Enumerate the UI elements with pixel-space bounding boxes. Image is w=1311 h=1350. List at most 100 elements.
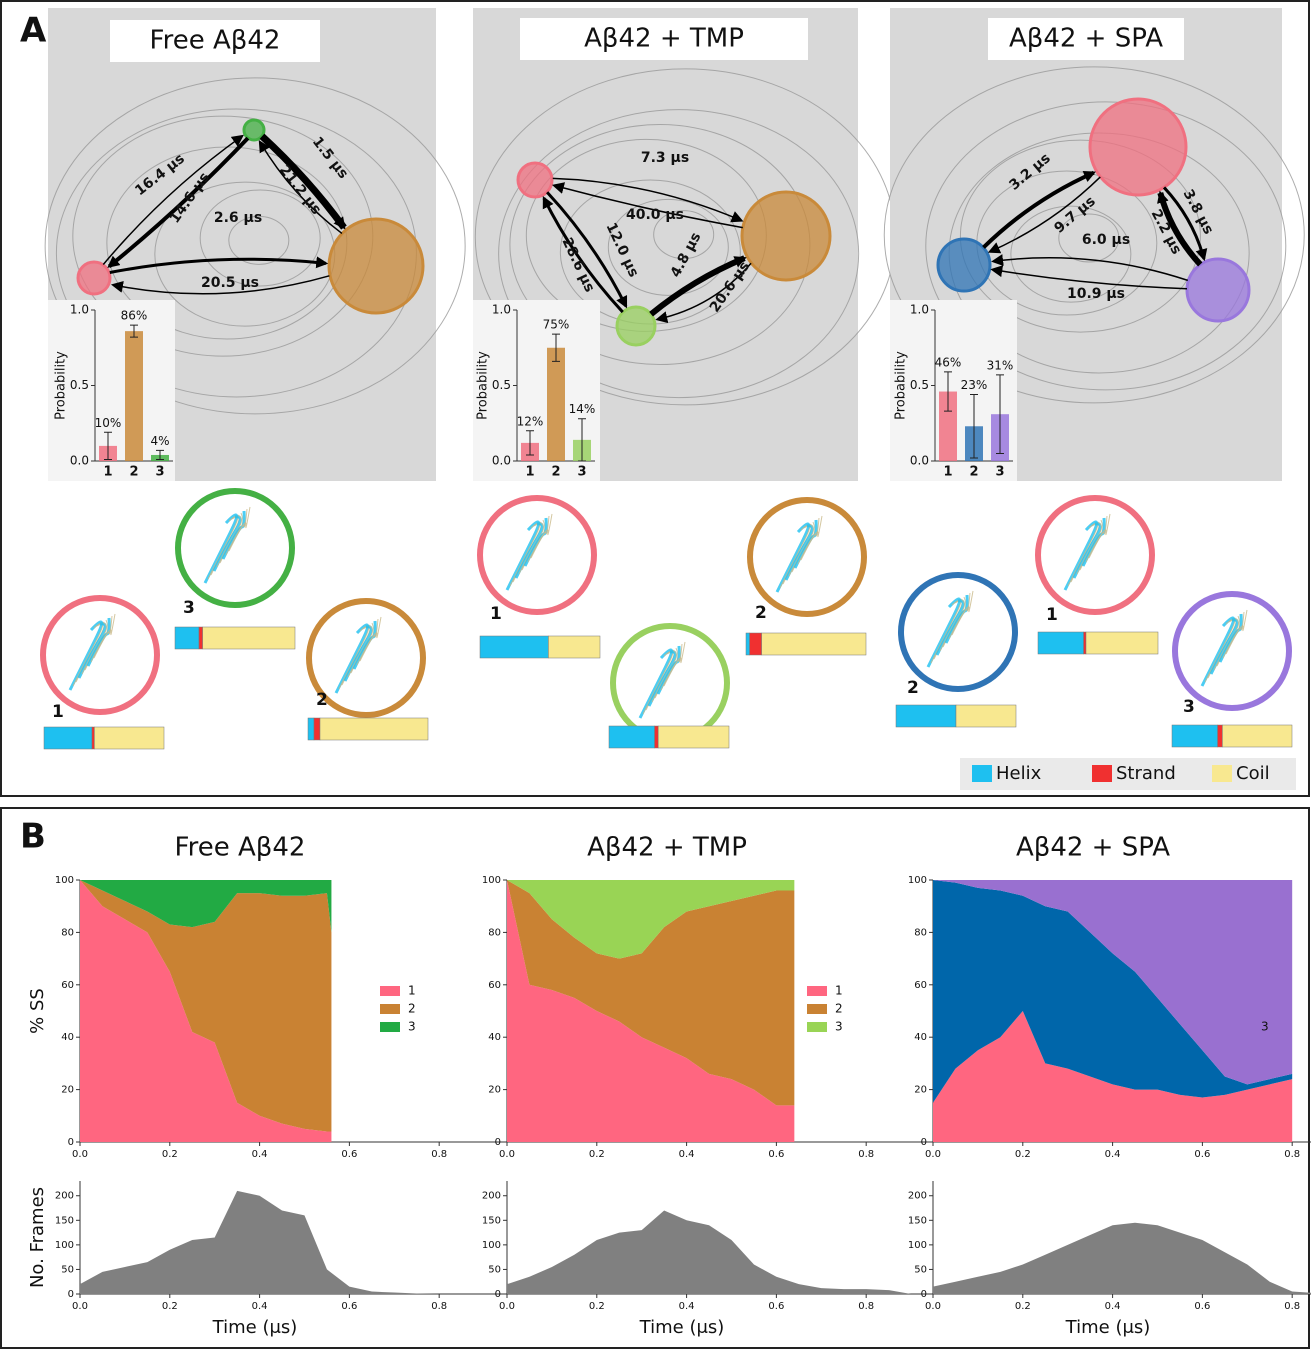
- ss-segment: [43, 726, 93, 750]
- state-node: [936, 237, 992, 293]
- title-bg: [520, 18, 808, 60]
- structure-ensemble: [514, 522, 544, 579]
- column-title: Aβ42 + TMP: [584, 24, 744, 54]
- legend-swatch: [380, 1004, 400, 1014]
- y-tick-label: 0: [921, 1137, 927, 1148]
- legend-label: Strand: [1116, 763, 1176, 784]
- y-tick-label: 0.5: [910, 378, 929, 392]
- structure-ensemble: [1222, 611, 1245, 659]
- x-tick-label: 0.2: [162, 1301, 178, 1312]
- stacked-area: [933, 880, 1293, 1103]
- transition-arrow: [542, 196, 624, 314]
- ss-segment: [319, 717, 429, 741]
- y-axis-label: No. Frames: [27, 1187, 48, 1288]
- legend-label: 2: [408, 1002, 416, 1016]
- structure-ensemble: [1076, 521, 1102, 575]
- x-tick-label: 0.2: [1015, 1149, 1031, 1160]
- error-bar: [552, 333, 560, 362]
- structure-ensemble: [1088, 513, 1111, 559]
- y-tick-label: 20: [488, 1085, 501, 1096]
- value-label: 4%: [150, 434, 169, 448]
- ss-segment: [1083, 631, 1087, 655]
- legend-label: 3: [835, 1020, 843, 1034]
- transition-time: 40.0 μs: [626, 207, 684, 223]
- legend-swatch: [972, 765, 992, 782]
- x-tick-label: 0.6: [768, 1149, 784, 1160]
- legend-label: 1: [835, 984, 843, 998]
- y-tick-label: 20: [61, 1085, 74, 1096]
- x-tick-label: 0.4: [252, 1149, 268, 1160]
- transition-time: 2.6 μs: [214, 210, 262, 226]
- y-tick-label: 200: [55, 1191, 74, 1202]
- error-bar: [996, 374, 1004, 454]
- ss-segment: [479, 635, 549, 659]
- structure-ensemble: [1072, 522, 1102, 579]
- x-tick-label: 0.0: [72, 1149, 88, 1160]
- structure-ensemble: [784, 524, 814, 581]
- stacked-area: [507, 880, 795, 1106]
- legend-swatch: [1092, 765, 1112, 782]
- y-tick-label: 80: [488, 927, 501, 938]
- x-tick-label: 1: [103, 465, 112, 480]
- structure-ensemble: [527, 515, 550, 563]
- stacked-area: [933, 880, 1293, 1085]
- ss-segment: [1217, 724, 1223, 748]
- x-tick-label: 0.6: [341, 1301, 357, 1312]
- transition-arrow: [107, 136, 250, 268]
- y-tick-label: 50: [488, 1264, 501, 1275]
- x-tick-label: 0.6: [341, 1149, 357, 1160]
- title-bg: [110, 20, 320, 62]
- structure-ensemble: [228, 506, 251, 552]
- value-label: 75%: [543, 318, 570, 332]
- y-axis-label: Probability: [894, 351, 909, 420]
- stacked-area: [80, 880, 332, 933]
- y-axis-label: Probability: [476, 351, 491, 420]
- x-tick-label: 3: [577, 465, 586, 480]
- transition-time: 6.0 μs: [1082, 232, 1130, 248]
- x-tick-label: 0.8: [1284, 1301, 1300, 1312]
- y-tick-label: 0: [495, 1289, 501, 1300]
- column-title: Free Aβ42: [150, 26, 281, 56]
- stacked-area: [933, 1011, 1293, 1142]
- x-axis-label: Time (μs): [1065, 1317, 1151, 1338]
- y-tick-label: 40: [488, 1032, 501, 1043]
- structure-ensemble: [343, 625, 373, 682]
- structure-ensemble: [359, 616, 382, 662]
- panel-label: B: [20, 817, 46, 857]
- structure-ring: [477, 495, 597, 615]
- contour: [44, 77, 466, 415]
- x-tick-label: 0.2: [1015, 1301, 1031, 1312]
- transition-arrow: [258, 140, 343, 235]
- legend-swatch: [807, 1022, 827, 1032]
- error-bar: [970, 394, 978, 459]
- legend-swatch: [1233, 1022, 1253, 1032]
- contour: [883, 66, 1305, 404]
- ss-segment: [895, 704, 957, 728]
- x-tick-label: 0.0: [499, 1149, 515, 1160]
- structure-ring: [306, 598, 426, 718]
- transition-arrow: [987, 176, 1101, 254]
- transition-arrow: [982, 170, 1096, 249]
- value-label: 14%: [569, 402, 596, 416]
- structure-ensemble: [660, 643, 683, 691]
- structure-ensemble: [81, 621, 107, 675]
- contour: [607, 198, 729, 296]
- transition-arrow: [649, 255, 747, 317]
- error-bar: [130, 324, 138, 338]
- legend-label: Coil: [1236, 763, 1270, 784]
- frames-area: [507, 1210, 934, 1294]
- frames-area: [933, 1222, 1311, 1294]
- y-tick-label: 50: [914, 1264, 927, 1275]
- structure-ensemble: [90, 615, 113, 663]
- transition-arrow: [102, 134, 244, 265]
- structure-ensemble: [505, 520, 540, 591]
- x-tick-label: 0.2: [589, 1149, 605, 1160]
- y-tick-label: 0.5: [70, 378, 89, 392]
- y-tick-label: 0: [68, 1137, 74, 1148]
- structure-ensemble: [518, 521, 544, 575]
- ss-segment: [1222, 724, 1293, 748]
- error-bar: [156, 449, 164, 460]
- column-title: Aβ42 + SPA: [1009, 24, 1163, 54]
- contour: [199, 189, 321, 287]
- y-tick-label: 60: [914, 980, 927, 991]
